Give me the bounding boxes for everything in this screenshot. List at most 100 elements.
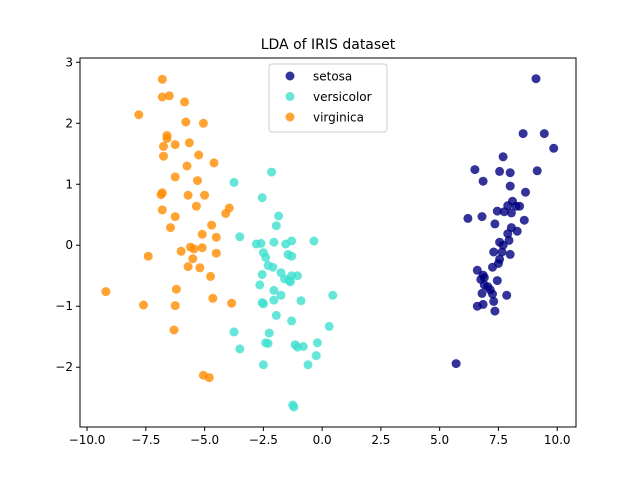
point-setosa bbox=[490, 306, 500, 316]
point-virginica bbox=[183, 190, 193, 200]
x-tick-label: −2.5 bbox=[249, 433, 278, 447]
point-setosa bbox=[498, 240, 508, 250]
point-versicolor bbox=[264, 328, 274, 338]
point-virginica bbox=[170, 301, 180, 311]
point-virginica bbox=[197, 229, 207, 239]
point-versicolor bbox=[255, 280, 265, 290]
point-versicolor bbox=[261, 252, 271, 262]
point-virginica bbox=[101, 287, 111, 297]
point-virginica bbox=[157, 92, 167, 102]
legend-marker-virginica bbox=[285, 112, 295, 122]
point-virginica bbox=[182, 161, 192, 171]
y-tick-label: 1 bbox=[65, 177, 73, 191]
point-setosa bbox=[518, 129, 528, 139]
point-setosa bbox=[497, 247, 507, 257]
point-versicolor bbox=[328, 290, 338, 300]
point-virginica bbox=[188, 254, 198, 264]
point-virginica bbox=[156, 190, 166, 200]
x-tick-label: 2.5 bbox=[371, 433, 390, 447]
point-virginica bbox=[197, 243, 207, 253]
y-tick-label: 2 bbox=[65, 116, 73, 130]
point-setosa bbox=[515, 201, 525, 211]
point-versicolor bbox=[296, 296, 306, 306]
legend-label-virginica: virginica bbox=[313, 111, 364, 125]
x-tick-label: 7.5 bbox=[489, 433, 508, 447]
point-versicolor bbox=[311, 351, 321, 361]
point-versicolor bbox=[303, 360, 313, 370]
x-tick-label: 5.0 bbox=[430, 433, 449, 447]
point-virginica bbox=[170, 172, 180, 182]
x-tick-label: 10.0 bbox=[544, 433, 571, 447]
point-setosa bbox=[489, 247, 499, 257]
point-versicolor bbox=[235, 232, 245, 242]
point-versicolor bbox=[257, 193, 267, 203]
point-setosa bbox=[495, 166, 505, 176]
point-virginica bbox=[169, 325, 179, 335]
legend-marker-versicolor bbox=[285, 92, 295, 101]
point-setosa bbox=[502, 290, 512, 300]
point-setosa bbox=[505, 181, 515, 191]
point-virginica bbox=[176, 246, 186, 256]
point-versicolor bbox=[289, 402, 299, 412]
point-versicolor bbox=[287, 316, 297, 326]
point-virginica bbox=[157, 205, 167, 215]
legend-label-versicolor: versicolor bbox=[313, 90, 372, 104]
point-versicolor bbox=[257, 270, 267, 279]
point-virginica bbox=[184, 138, 194, 148]
point-virginica bbox=[207, 220, 217, 230]
point-versicolor bbox=[287, 251, 297, 261]
point-virginica bbox=[181, 117, 191, 127]
point-setosa bbox=[488, 262, 497, 272]
point-versicolor bbox=[281, 239, 291, 249]
point-setosa bbox=[503, 229, 513, 239]
point-versicolor bbox=[229, 177, 239, 187]
point-virginica bbox=[143, 251, 153, 261]
point-versicolor bbox=[271, 310, 281, 320]
point-setosa bbox=[505, 249, 515, 259]
point-setosa bbox=[490, 219, 500, 229]
point-setosa bbox=[470, 165, 480, 175]
point-virginica bbox=[159, 151, 168, 161]
point-setosa bbox=[489, 296, 499, 306]
point-virginica bbox=[159, 141, 168, 151]
point-virginica bbox=[195, 263, 205, 273]
point-virginica bbox=[180, 97, 190, 107]
point-virginica bbox=[189, 244, 199, 254]
point-versicolor bbox=[258, 299, 268, 309]
point-versicolor bbox=[268, 262, 278, 272]
point-versicolor bbox=[269, 237, 279, 247]
x-tick-label: −5.0 bbox=[190, 433, 219, 447]
point-versicolor bbox=[258, 360, 268, 370]
point-virginica bbox=[134, 110, 144, 120]
point-setosa bbox=[512, 226, 522, 236]
point-versicolor bbox=[229, 327, 239, 337]
point-virginica bbox=[194, 150, 204, 160]
point-virginica bbox=[191, 201, 201, 211]
point-versicolor bbox=[309, 236, 319, 246]
point-versicolor bbox=[269, 295, 279, 305]
point-setosa bbox=[498, 152, 508, 162]
point-virginica bbox=[162, 134, 172, 143]
point-setosa bbox=[492, 206, 502, 216]
point-setosa bbox=[488, 289, 497, 299]
point-versicolor bbox=[276, 290, 286, 300]
point-virginica bbox=[166, 223, 175, 233]
point-setosa bbox=[478, 176, 488, 186]
point-virginica bbox=[206, 271, 215, 281]
points-layer bbox=[101, 74, 559, 412]
point-virginica bbox=[157, 74, 167, 84]
point-setosa bbox=[463, 213, 473, 223]
x-tick-label: −7.5 bbox=[131, 433, 160, 447]
point-setosa bbox=[477, 288, 487, 298]
point-virginica bbox=[221, 209, 231, 218]
point-setosa bbox=[521, 187, 530, 197]
point-setosa bbox=[492, 276, 502, 286]
point-virginica bbox=[171, 284, 181, 294]
point-versicolor bbox=[274, 211, 284, 221]
point-setosa bbox=[506, 208, 516, 218]
point-versicolor bbox=[256, 238, 266, 248]
point-virginica bbox=[183, 262, 193, 272]
point-virginica bbox=[208, 293, 218, 303]
point-setosa bbox=[539, 129, 549, 139]
point-virginica bbox=[198, 118, 208, 128]
